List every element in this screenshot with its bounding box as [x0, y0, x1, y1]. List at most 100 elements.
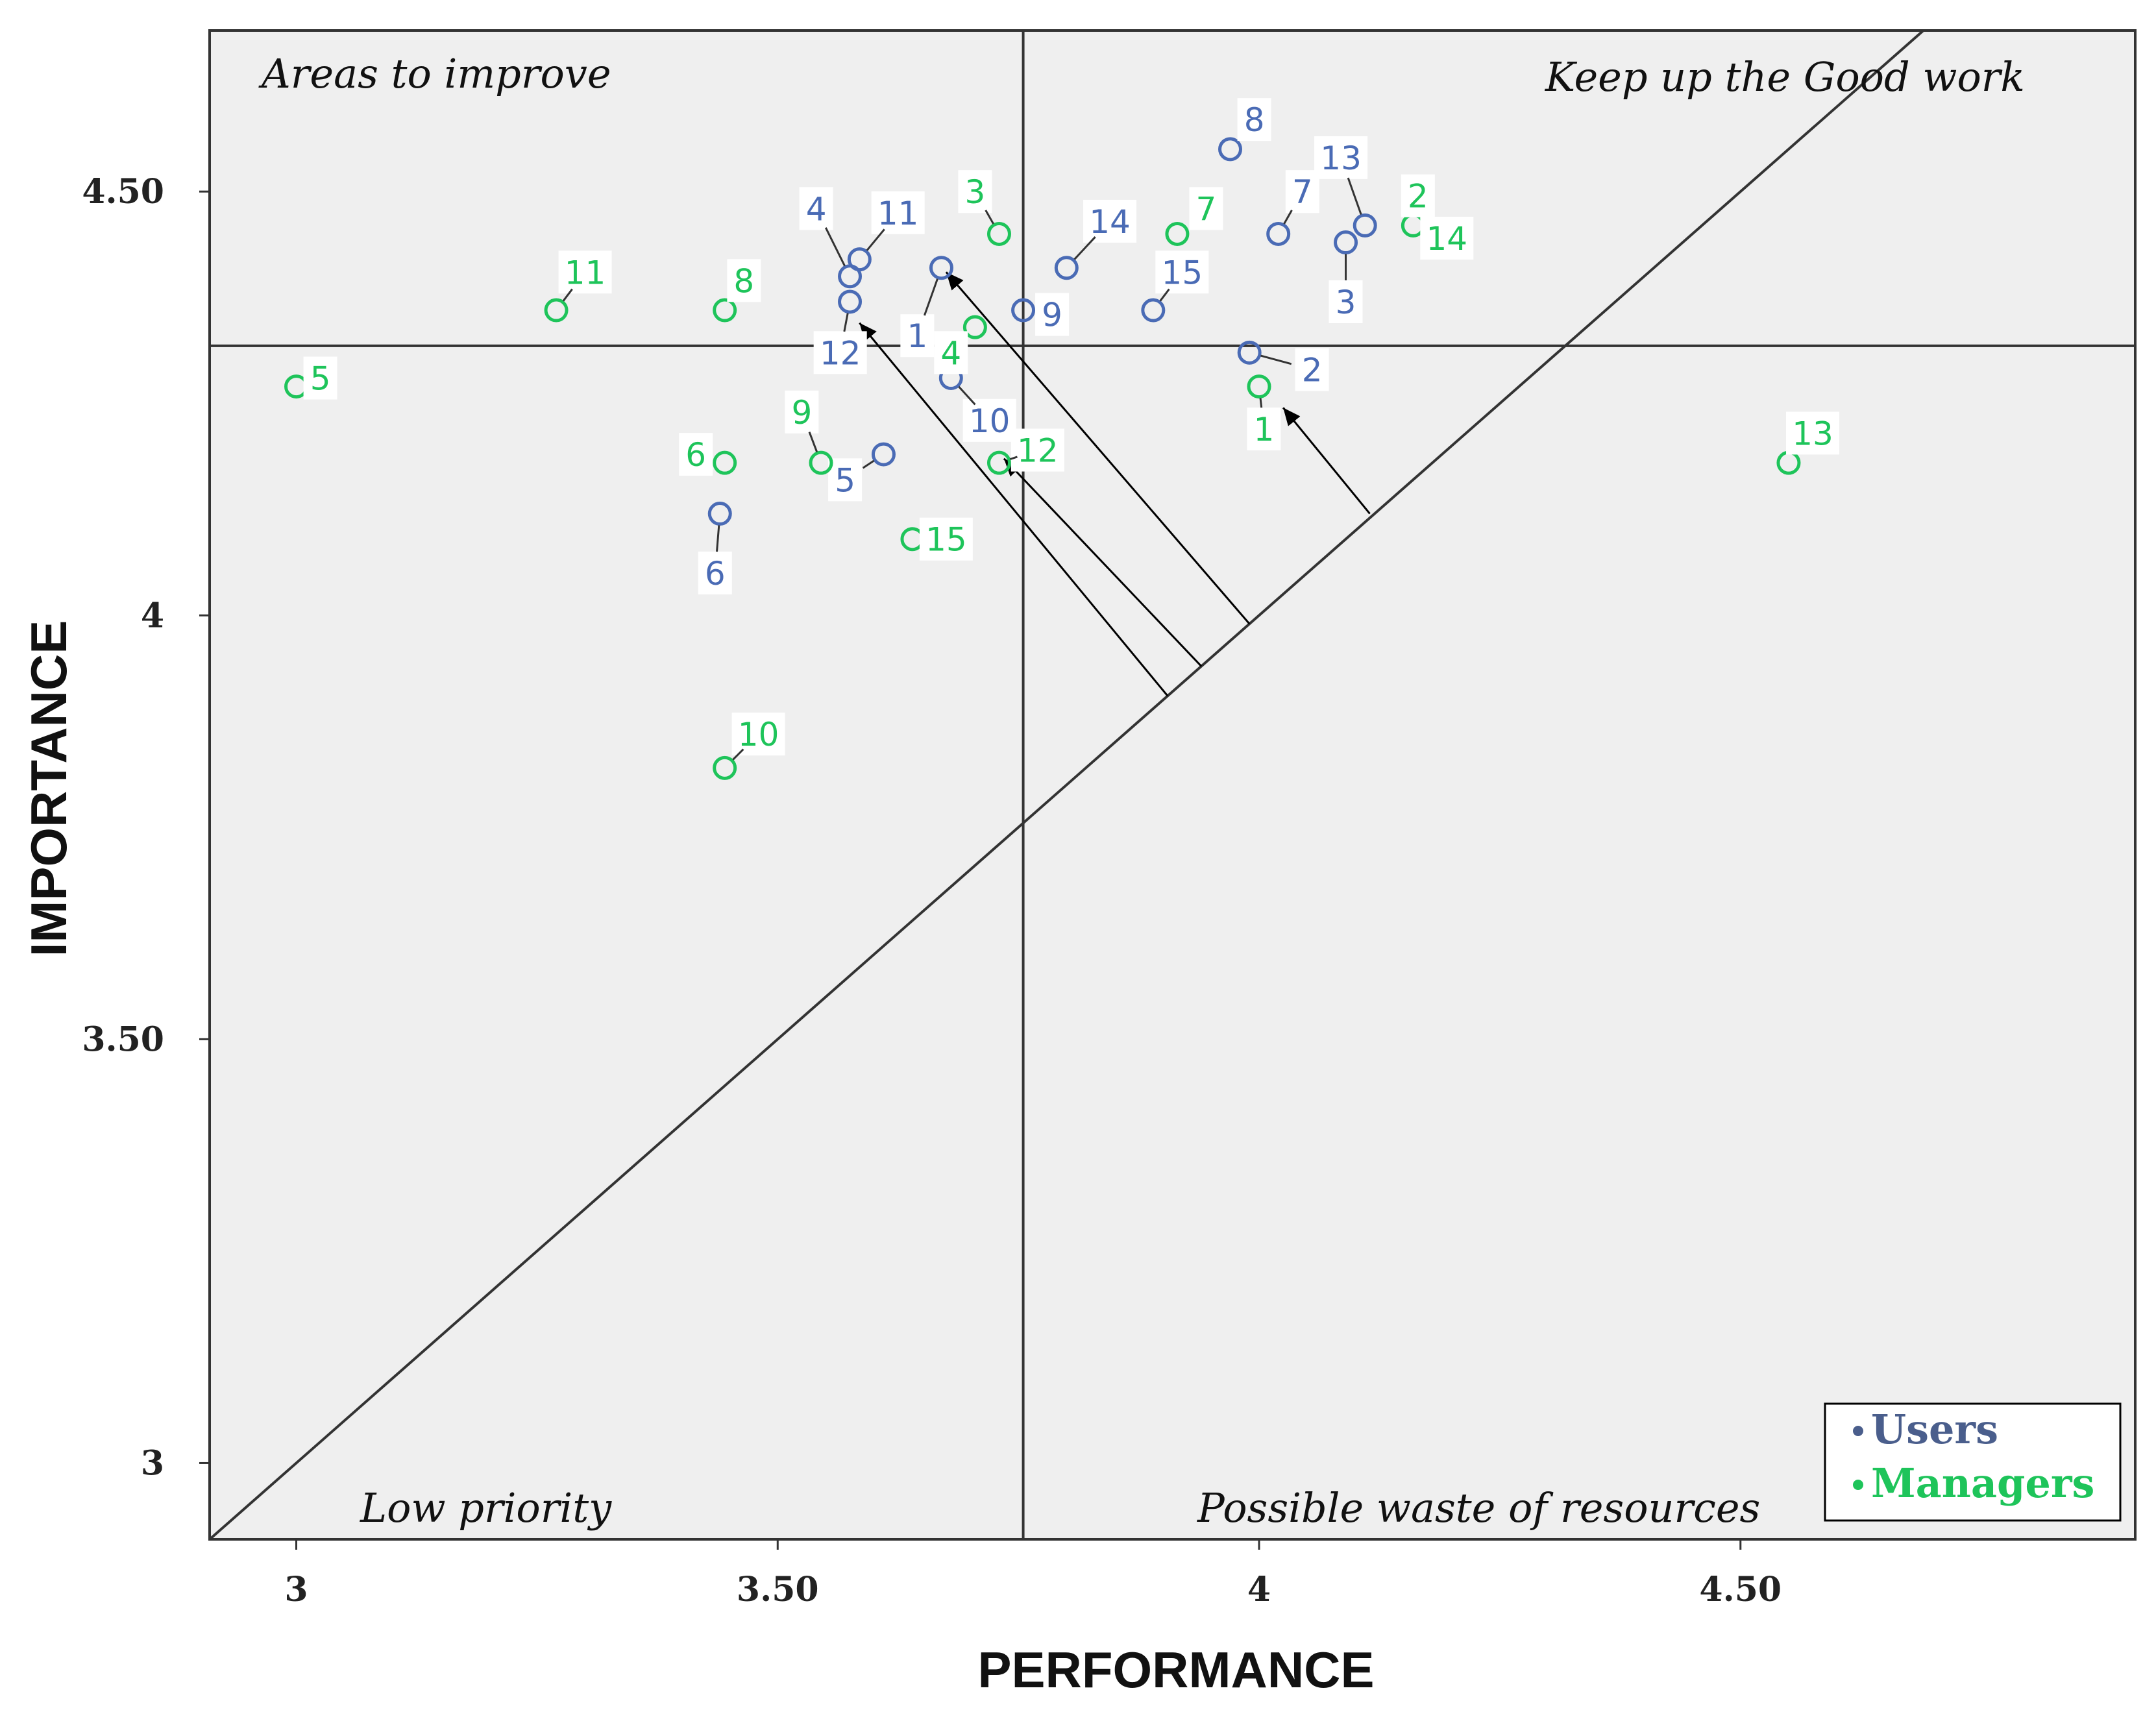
point-label-managers-6: 6 — [685, 436, 706, 474]
point-label-bg-users-12 — [813, 331, 867, 374]
x-tick-label: 3.50 — [737, 1570, 819, 1609]
legend-marker-users — [1853, 1426, 1863, 1436]
point-label-bg-users-2 — [1295, 348, 1329, 391]
leader-line-users-13 — [1347, 177, 1362, 215]
legend-label-managers: Managers — [1871, 1460, 2094, 1507]
point-label-managers-11: 11 — [565, 254, 606, 291]
point-label-managers-7: 7 — [1196, 190, 1217, 228]
x-tick-label: 3 — [284, 1570, 308, 1609]
point-label-bg-users-7 — [1285, 170, 1319, 214]
iso-diagonal-line — [210, 31, 1924, 1539]
point-label-bg-users-14 — [1083, 199, 1137, 243]
point-label-bg-managers-13 — [1786, 411, 1840, 455]
point-managers-11 — [544, 298, 569, 323]
x-tick-label: 4.50 — [1699, 1570, 1782, 1609]
point-label-bg-managers-15 — [919, 517, 973, 561]
point-users-2 — [1237, 340, 1262, 365]
point-label-users-10: 10 — [969, 402, 1011, 440]
leader-line-users-7 — [1283, 210, 1293, 225]
point-managers-8 — [713, 298, 737, 323]
point-label-managers-9: 9 — [791, 394, 812, 432]
point-label-managers-2: 2 — [1408, 178, 1428, 215]
shift-arrow-1 — [1282, 407, 1371, 515]
point-managers-7 — [1165, 221, 1190, 246]
point-label-bg-users-8 — [1237, 98, 1271, 141]
point-label-users-6: 6 — [705, 555, 726, 592]
point-label-users-13: 13 — [1320, 140, 1362, 177]
point-label-bg-users-4 — [799, 187, 833, 230]
reference-lines — [210, 31, 2135, 1539]
point-label-bg-managers-9 — [785, 390, 819, 434]
quadrant-label-bottom-left: Low priority — [360, 1484, 612, 1532]
arrows — [859, 271, 1371, 697]
shift-arrow-2 — [945, 271, 1251, 625]
leader-line-users-12 — [843, 313, 849, 332]
point-managers-9 — [809, 450, 833, 475]
point-managers-6 — [713, 450, 737, 475]
leader-line-users-5 — [862, 459, 875, 469]
point-users-14 — [1054, 256, 1079, 280]
point-users-5 — [871, 442, 896, 467]
point-label-bg-managers-7 — [1189, 187, 1223, 230]
point-label-bg-users-6 — [698, 551, 732, 594]
point-label-managers-1: 1 — [1254, 411, 1275, 448]
point-label-managers-10: 10 — [738, 716, 779, 753]
point-label-users-2: 2 — [1302, 351, 1323, 389]
point-users-11 — [847, 247, 872, 272]
point-label-users-9: 9 — [1042, 297, 1062, 334]
point-managers-12 — [986, 450, 1011, 475]
y-tick-label: 4.50 — [82, 172, 164, 212]
leader-line-managers-9 — [808, 432, 818, 452]
point-users-3 — [1334, 230, 1358, 255]
point-users-8 — [1218, 137, 1243, 162]
point-users-7 — [1266, 221, 1291, 246]
point-label-bg-users-3 — [1329, 280, 1363, 323]
leader-line-users-10 — [958, 385, 976, 406]
point-label-bg-managers-4 — [934, 331, 968, 374]
point-label-managers-12: 12 — [1017, 432, 1059, 470]
point-label-bg-managers-12 — [1011, 428, 1064, 472]
point-label-bg-users-15 — [1155, 250, 1209, 294]
y-tick-label: 4 — [141, 596, 164, 635]
leader-line-managers-1 — [1259, 398, 1263, 408]
x-axis-title: PERFORMANCE — [977, 1641, 1374, 1698]
point-label-bg-managers-1 — [1247, 407, 1281, 450]
point-label-managers-3: 3 — [964, 173, 985, 211]
point-label-bg-users-1 — [900, 314, 935, 358]
point-label-bg-users-11 — [871, 191, 925, 234]
axes: 3 3.50 4 4.50 3 3.50 4 4.50 — [82, 172, 1782, 1609]
leader-line-managers-3 — [985, 210, 994, 225]
leader-line-managers-12 — [1010, 456, 1018, 460]
leader-line-users-6 — [716, 525, 720, 552]
point-label-bg-managers-5 — [303, 356, 337, 400]
point-label-users-5: 5 — [835, 461, 855, 499]
shift-arrow-4 — [859, 322, 1169, 697]
point-label-managers-5: 5 — [310, 360, 331, 398]
point-users-6 — [707, 502, 732, 526]
point-managers-1 — [1247, 374, 1271, 399]
quadrant-label-bottom-right: Possible waste of resources — [1197, 1484, 1760, 1532]
point-label-bg-users-13 — [1314, 136, 1368, 179]
leader-line-users-15 — [1159, 288, 1170, 302]
y-axis-title: IMPORTANCE — [20, 620, 77, 957]
leader-line-managers-10 — [732, 748, 744, 761]
point-users-12 — [838, 289, 863, 314]
point-label-bg-users-9 — [1035, 293, 1070, 336]
point-managers-4 — [962, 315, 987, 339]
y-tick-label: 3 — [141, 1443, 164, 1483]
point-label-managers-13: 13 — [1792, 415, 1833, 452]
point-label-bg-managers-11 — [558, 250, 612, 294]
point-label-managers-15: 15 — [925, 521, 967, 559]
point-label-users-15: 15 — [1162, 254, 1203, 291]
legend-label-users: Users — [1871, 1406, 1998, 1453]
point-label-users-3: 3 — [1336, 284, 1356, 321]
point-label-users-4: 4 — [806, 190, 827, 228]
leader-line-users-4 — [824, 227, 846, 267]
leader-line-users-14 — [1073, 236, 1096, 260]
point-label-users-14: 14 — [1089, 203, 1131, 241]
point-label-users-1: 1 — [907, 317, 927, 355]
point-managers-10 — [713, 755, 737, 780]
legend-box — [1824, 1402, 2122, 1522]
